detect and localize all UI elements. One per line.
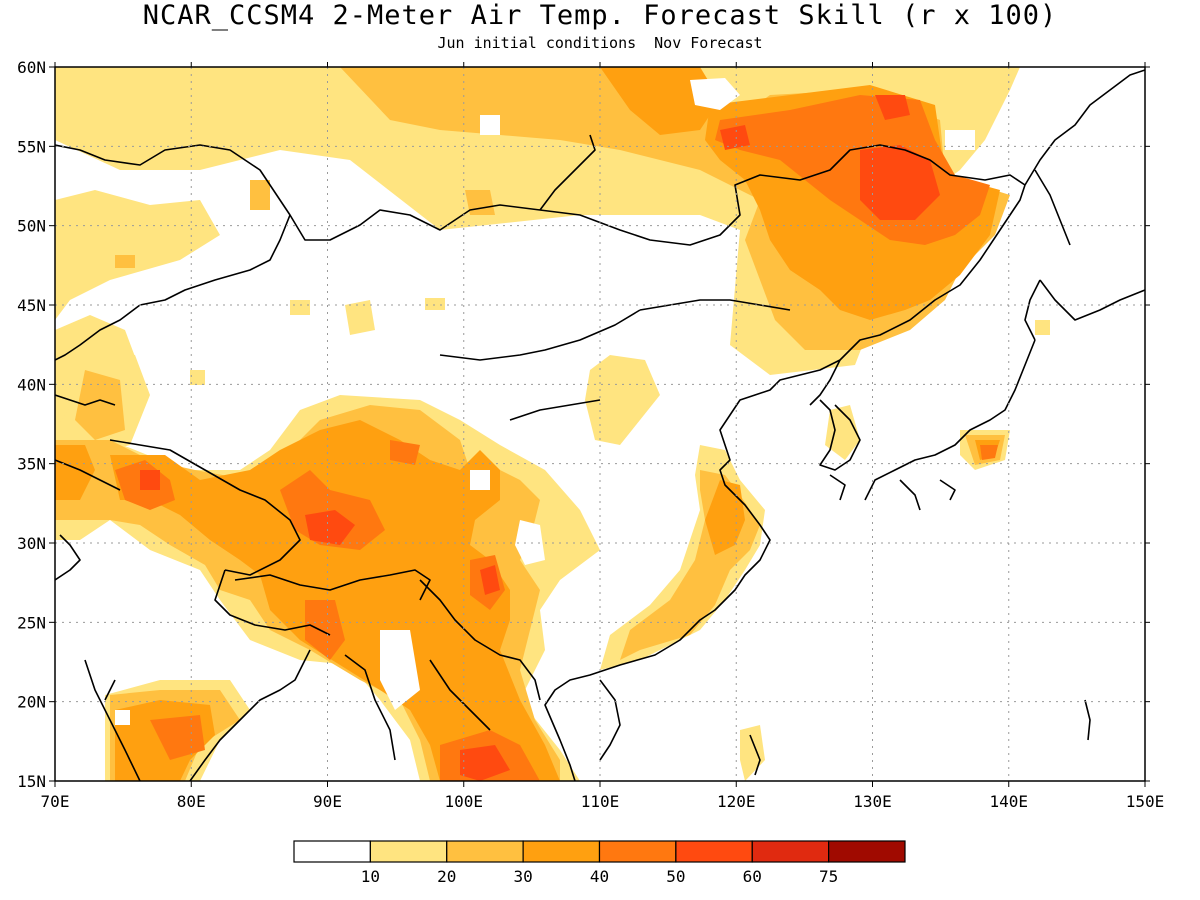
colorbar-swatch <box>675 840 753 863</box>
lon-tick-label: 70E <box>41 792 70 811</box>
lat-tick-label: 20N <box>17 693 46 712</box>
colorbar-swatch <box>369 840 448 863</box>
lat-tick-label: 60N <box>17 58 46 77</box>
map-subtitle: Jun initial conditions Nov Forecast <box>0 34 1200 52</box>
coastline-borders <box>55 69 1145 781</box>
colorbar-label: 20 <box>437 867 456 886</box>
colorbar-label: 10 <box>361 867 380 886</box>
lat-tick-label: 25N <box>17 613 46 632</box>
colorbar-label: 40 <box>590 867 609 886</box>
colorbar-swatch <box>446 840 524 863</box>
colorbar-label: 50 <box>666 867 685 886</box>
lon-tick-label: 80E <box>177 792 206 811</box>
lat-tick-label: 35N <box>17 455 46 474</box>
colorbar: 10 20 30 40 50 60 75 <box>293 840 906 886</box>
longitude-labels: 70E 80E 90E 100E 110E 120E 130E 140E 150E <box>41 792 1165 811</box>
colorbar-label: 75 <box>819 867 838 886</box>
latitude-labels: 15N 20N 25N 30N 35N 40N 45N 50N 55N 60N <box>17 58 46 791</box>
skill-level-50-60 <box>140 95 940 781</box>
lat-tick-label: 50N <box>17 217 46 236</box>
colorbar-swatch <box>293 840 371 863</box>
axis-ticks <box>49 62 1150 787</box>
lat-tick-label: 55N <box>17 137 46 156</box>
colorbar-swatch <box>522 840 601 863</box>
lon-tick-label: 130E <box>853 792 892 811</box>
lon-tick-label: 150E <box>1126 792 1165 811</box>
map-title: NCAR_CCSM4 2-Meter Air Temp. Forecast Sk… <box>142 0 1058 31</box>
colorbar-swatch <box>828 840 906 863</box>
skill-gaps <box>115 78 975 725</box>
lon-tick-label: 90E <box>313 792 342 811</box>
colorbar-label: 30 <box>513 867 532 886</box>
lon-tick-label: 120E <box>717 792 756 811</box>
lat-tick-label: 30N <box>17 534 46 553</box>
map-gridlines <box>55 67 1145 781</box>
skill-shading <box>55 67 1050 781</box>
colorbar-swatch <box>751 840 830 863</box>
lat-tick-label: 45N <box>17 296 46 315</box>
lon-tick-label: 110E <box>581 792 620 811</box>
lon-tick-label: 140E <box>989 792 1028 811</box>
colorbar-swatch <box>598 840 677 863</box>
lat-tick-label: 15N <box>17 772 46 791</box>
initial-conditions-label: Jun initial conditions <box>437 34 637 52</box>
lat-tick-label: 40N <box>17 375 46 394</box>
forecast-month-label: Nov Forecast <box>654 34 763 52</box>
lon-tick-label: 100E <box>444 792 483 811</box>
colorbar-label: 60 <box>743 867 762 886</box>
